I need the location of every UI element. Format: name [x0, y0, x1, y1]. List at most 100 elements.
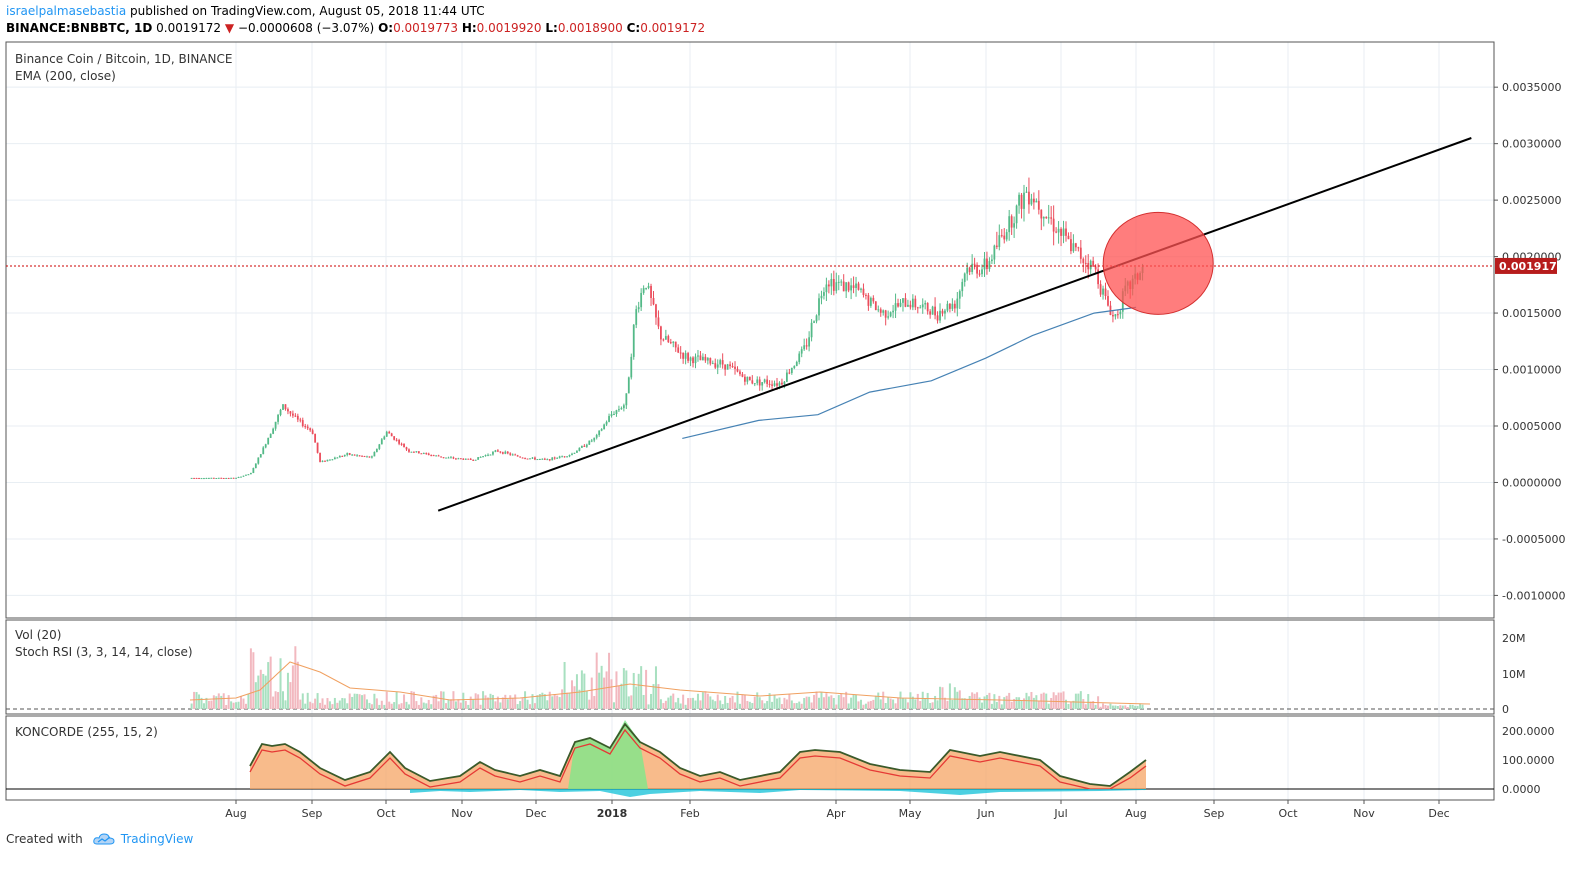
volume-bar	[998, 695, 1001, 709]
candle-body	[469, 458, 472, 460]
candle-body	[753, 383, 756, 385]
candle-body	[259, 454, 262, 458]
candle-body	[1077, 247, 1080, 249]
volume-bar	[543, 694, 546, 709]
candle-body	[669, 342, 672, 344]
candle-body	[867, 295, 870, 306]
volume-bar	[793, 703, 796, 709]
candle-body	[442, 457, 445, 459]
candle-body	[778, 382, 781, 386]
candle-body	[785, 372, 788, 382]
highlight-circle	[1102, 211, 1214, 315]
volume-bar	[580, 670, 583, 709]
candle-body	[477, 457, 480, 460]
volume-bar	[1092, 700, 1095, 709]
time-tick-label: Nov	[1353, 807, 1375, 820]
volume-bar	[1069, 701, 1072, 709]
volume-bar	[415, 701, 418, 709]
candle-body	[709, 358, 712, 364]
candle-body	[840, 281, 843, 283]
candle-body	[568, 454, 571, 457]
candle-body	[1119, 311, 1122, 315]
volume-bar	[847, 703, 850, 709]
candle-body	[761, 382, 764, 386]
volume-bar	[459, 702, 462, 709]
volume-bar	[748, 701, 751, 709]
volume-bar	[919, 700, 922, 709]
volume-bar	[321, 698, 324, 709]
volume-bar	[795, 703, 798, 709]
time-tick-label: Apr	[826, 807, 846, 820]
volume-bar	[625, 670, 628, 709]
candle-body	[603, 424, 606, 430]
koncorde-pane-frame	[5, 715, 1495, 801]
candle-body	[225, 477, 228, 479]
candle-body	[627, 377, 630, 394]
candle-body	[781, 382, 783, 385]
tradingview-link[interactable]: TradingView	[120, 832, 194, 846]
candle-body	[1099, 284, 1102, 295]
candle-body	[215, 477, 218, 479]
koncorde-tick-label: 0.0000	[1502, 783, 1541, 796]
volume-bar	[1000, 704, 1003, 709]
candle-body	[971, 263, 974, 272]
candle-body	[580, 445, 583, 448]
candle-body	[857, 283, 860, 290]
candle-body	[1082, 258, 1085, 263]
candle-body	[1062, 228, 1065, 236]
candle-body	[1097, 269, 1100, 285]
candle-body	[872, 297, 875, 302]
volume-bar	[1074, 693, 1077, 709]
candle-body	[249, 472, 252, 475]
volume-bar	[588, 699, 591, 709]
candle-body	[946, 303, 949, 311]
volume-bar	[899, 691, 902, 709]
volume-bar	[1121, 705, 1124, 709]
candle-body	[716, 364, 719, 368]
volume-bar	[230, 701, 233, 709]
volume-bar	[1141, 704, 1144, 709]
volume-bar	[753, 696, 756, 709]
volume-bar	[533, 703, 536, 709]
volume-bar	[370, 704, 373, 709]
volume-bar	[326, 698, 329, 709]
time-tick-label: Sep	[302, 807, 323, 820]
candle-body	[931, 306, 934, 315]
volume-bar	[482, 691, 485, 709]
volume-bar	[519, 701, 522, 709]
candle-body	[501, 452, 504, 454]
volume-bar	[316, 693, 319, 709]
volume-bar	[743, 694, 746, 709]
volume-bar	[1032, 697, 1035, 709]
volume-bar	[1062, 691, 1065, 709]
volume-bar	[449, 699, 452, 709]
volume-bar	[430, 704, 433, 709]
candle-body	[519, 456, 522, 458]
ema-legend: EMA (200, close)	[15, 69, 116, 83]
candle-body	[808, 337, 811, 347]
volume-bar	[1003, 697, 1006, 709]
volume-bar	[872, 699, 875, 709]
volume-bar	[477, 694, 480, 709]
candle-body	[939, 310, 941, 321]
candle-body	[195, 477, 198, 479]
candle-body	[593, 437, 596, 441]
candle-body	[889, 312, 892, 317]
candle-body	[721, 360, 724, 365]
candle-body	[363, 456, 366, 458]
author-link[interactable]: israelpalmasebastia	[6, 4, 127, 18]
candle-body	[692, 357, 694, 364]
candle-body	[588, 440, 591, 445]
candle-body	[650, 285, 652, 299]
candle-body	[217, 477, 220, 479]
candle-body	[911, 298, 914, 308]
candle-body	[417, 451, 420, 454]
candle-body	[553, 457, 556, 459]
publish-info: israelpalmasebastia published on Trading…	[6, 4, 485, 18]
volume-bar	[289, 682, 292, 709]
candle-body	[499, 451, 502, 453]
candle-body	[299, 419, 302, 421]
volume-bar	[435, 694, 438, 709]
chart-title: Binance Coin / Bitcoin, 1D, BINANCE	[15, 52, 233, 66]
